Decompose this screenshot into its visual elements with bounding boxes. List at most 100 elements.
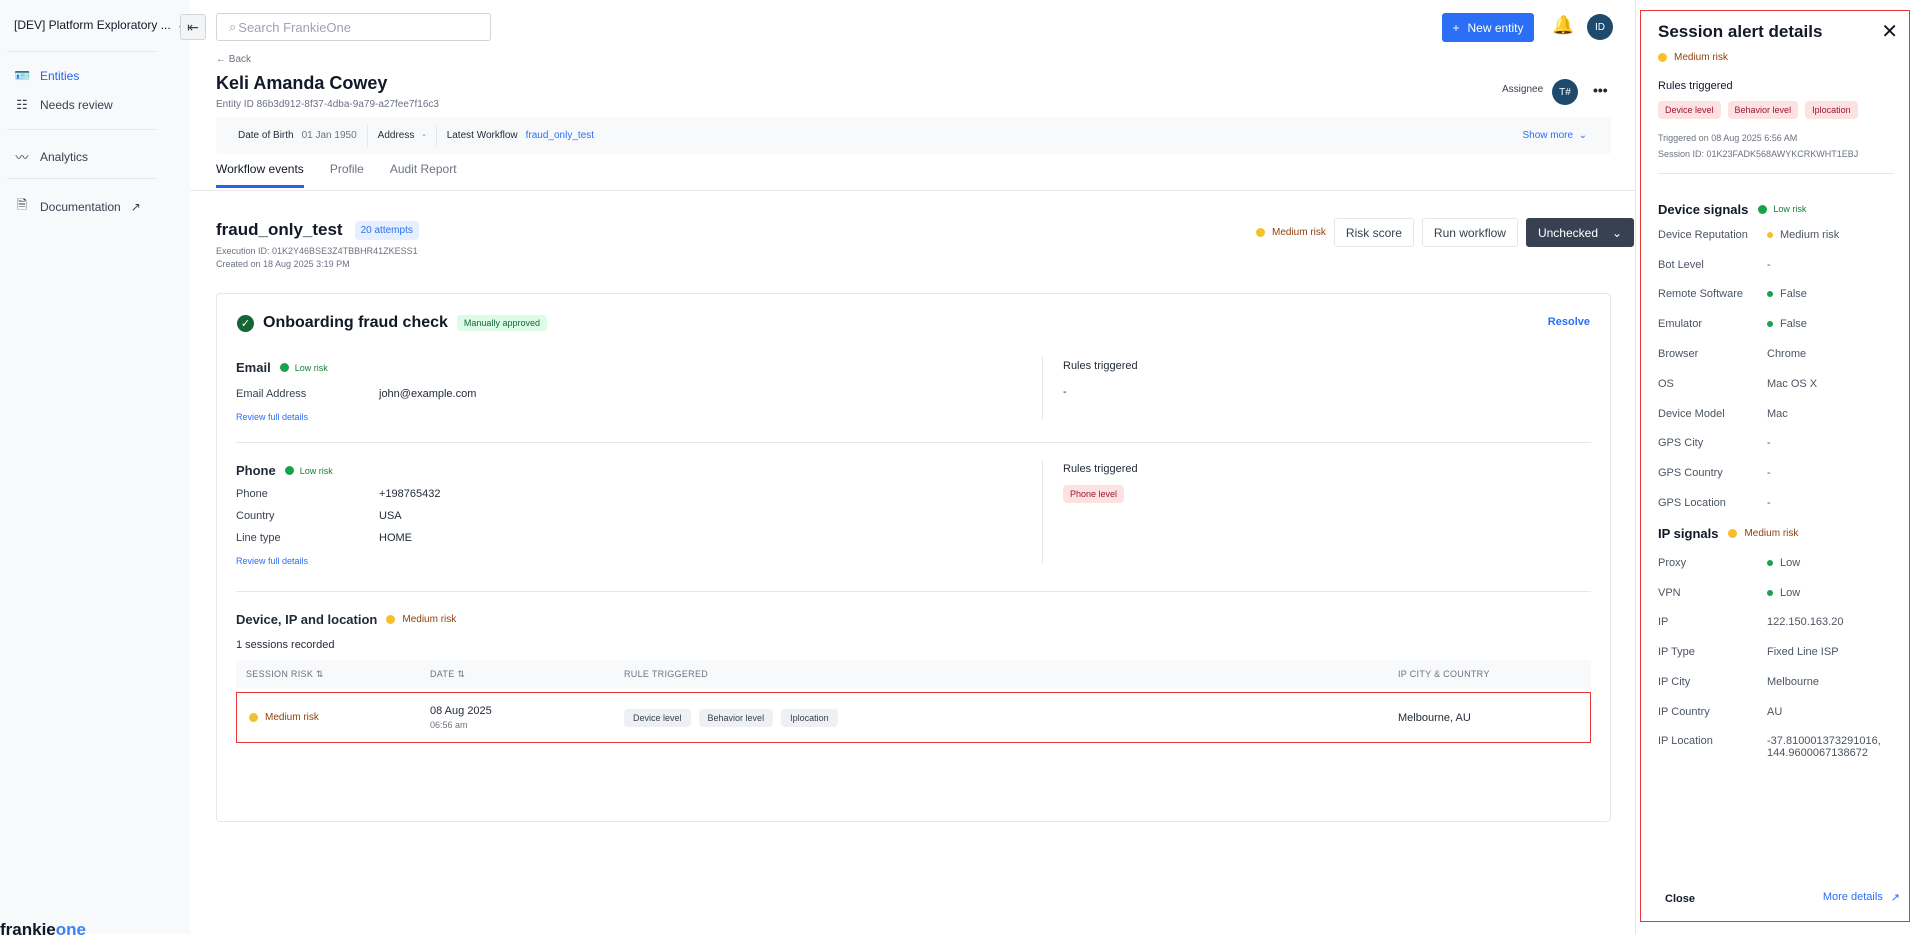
back-link[interactable]: ← Back (216, 54, 252, 65)
run-workflow-button[interactable]: Run workflow (1421, 218, 1518, 247)
workspace-selector[interactable]: [DEV] Platform Exploratory ...⌄ (14, 18, 187, 32)
triggered-time: Triggered on 08 Aug 2025 6:56 AM (1658, 133, 1798, 143)
signal-label: OS (1658, 377, 1674, 390)
risk-score-button[interactable]: Risk score (1333, 218, 1414, 247)
medium-risk-dot-icon (1658, 53, 1667, 62)
assignee-avatar[interactable]: T# (1552, 79, 1578, 105)
workflow-label: Latest Workflow (446, 130, 518, 141)
execution-id: Execution ID: 01K2Y46BSE3Z4TBBHR41ZKESS1 (216, 246, 418, 256)
user-avatar[interactable]: ID (1587, 14, 1613, 40)
signal-value: 122.150.163.20 (1767, 616, 1844, 629)
status-dropdown[interactable]: Unchecked ⌄ (1525, 218, 1635, 247)
signal-label: VPN (1658, 586, 1681, 599)
search-icon: ⌕ (229, 19, 237, 34)
signal-value: - (1767, 497, 1771, 510)
signal-value: AU (1767, 705, 1783, 718)
status-dot-icon (1767, 291, 1773, 298)
sidebar-item-label: Documentation (40, 200, 121, 214)
session-id: Session ID: 01K23FADK568AWYKCRKWHT1EBJ (1658, 149, 1859, 159)
signal-value: Low (1767, 557, 1800, 569)
sidebar-item-entities[interactable]: 🪪 Entities (14, 68, 79, 84)
column-date[interactable]: DATE ⇅ (430, 668, 466, 679)
workflow-link[interactable]: fraud_only_test (525, 130, 595, 141)
signal-value: - (1767, 437, 1771, 450)
close-button[interactable]: Close (1665, 893, 1695, 905)
review-details-link[interactable]: Review full details (236, 556, 309, 566)
signal-label: IP Type (1658, 646, 1695, 659)
entities-card-icon: 🪪 (14, 68, 31, 83)
created-date: Created on 18 Aug 2025 3:19 PM (216, 259, 350, 269)
email-label: Email Address (236, 388, 307, 400)
new-entity-button[interactable]: + New entity (1442, 13, 1534, 42)
column-session-risk[interactable]: SESSION RISK ⇅ (246, 668, 324, 679)
rule-tag: Behavior level (698, 708, 774, 727)
signal-label: Device Model (1658, 407, 1725, 420)
email-value: john@example.com (379, 388, 477, 400)
device-title: Device, IP and location (236, 612, 378, 627)
rule-tag: Device level (624, 708, 691, 727)
signal-label: Emulator (1658, 318, 1703, 331)
signal-label: IP City (1658, 676, 1691, 689)
signal-value: False (1767, 288, 1807, 300)
frankieone-logo: frankieone (0, 920, 86, 939)
external-link-icon: ↗ (130, 200, 141, 214)
review-details-link[interactable]: Review full details (236, 412, 309, 422)
signal-label: IP (1658, 616, 1669, 629)
search-input[interactable]: ⌕ Search FrankieOne (216, 13, 491, 41)
needs-review-icon: ☷ (16, 97, 28, 112)
resolve-button[interactable]: Resolve (1547, 316, 1590, 328)
rules-title: Rules triggered (1658, 80, 1733, 92)
column-rule-triggered: RULE TRIGGERED (624, 669, 709, 679)
signal-value: - (1767, 258, 1771, 271)
sidebar-item-documentation[interactable]: 🗎 Documentation ↗ (14, 196, 141, 218)
divider (7, 129, 157, 130)
plus-icon: + (1452, 20, 1460, 35)
signal-value: False (1767, 318, 1807, 330)
email-risk: Low risk (279, 363, 328, 373)
signal-row: Remote Software False (1658, 280, 1894, 310)
sidebar-item-analytics[interactable]: 〰 Analytics (14, 147, 88, 166)
more-details-link[interactable]: More details ↗ (1822, 891, 1900, 904)
divider (236, 591, 1591, 592)
bell-icon[interactable]: 🔔 (1552, 15, 1575, 35)
dob-label: Date of Birth (238, 130, 294, 141)
phone-rules: Rules triggered Phone level (1063, 463, 1138, 503)
check-title: Onboarding fraud check (263, 314, 448, 331)
low-risk-dot-icon (284, 466, 294, 475)
signal-label: Device Reputation (1658, 228, 1748, 241)
tab-profile[interactable]: Profile (329, 162, 364, 176)
signal-value: Medium risk (1767, 229, 1839, 241)
signal-value: Low (1767, 587, 1800, 599)
entity-id: Entity ID 86b3d912-8f37-4dba-9a79-a27fee… (216, 99, 439, 110)
signal-row: Emulator False (1658, 309, 1894, 339)
session-rules: Device level Behavior level Iplocation (624, 708, 1398, 727)
workflow-risk: Medium risk (1256, 227, 1326, 238)
workflow-header: fraud_only_test 20 attempts (216, 220, 419, 240)
sidebar-item-needs-review[interactable]: ☷ Needs review (14, 97, 113, 113)
rule-tag: Behavior level (1727, 101, 1799, 119)
signal-value: Fixed Line ISP (1767, 646, 1839, 659)
tab-workflow-events[interactable]: Workflow events (216, 162, 304, 188)
more-options-icon[interactable]: ••• (1593, 82, 1608, 98)
collapse-sidebar-button[interactable]: ⇤ (180, 14, 206, 40)
signal-value: Mac OS X (1767, 377, 1818, 390)
signal-label: Bot Level (1658, 258, 1704, 271)
device-signals: Device signals Low risk Device Reputation… (1658, 198, 1894, 771)
tab-audit-report[interactable]: Audit Report (389, 162, 457, 176)
attempts-badge[interactable]: 20 attempts (354, 220, 419, 240)
signal-label: IP Country (1658, 705, 1710, 718)
sidebar-item-label: Entities (40, 69, 80, 83)
column-ip-location: IP CITY & COUNTRY (1398, 669, 1490, 679)
phone-risk: Low risk (284, 466, 333, 476)
rule-tag: Phone level (1063, 485, 1125, 503)
signal-row: IP Location -37.810001373291016, 144.9600… (1658, 727, 1894, 771)
show-more-button[interactable]: Show more ⌄ (1522, 130, 1587, 141)
divider (1042, 460, 1043, 564)
status-dot-icon (1767, 321, 1773, 328)
close-icon[interactable]: ✕ (1881, 21, 1898, 43)
main-content: ⌕ Search FrankieOne + New entity 🔔 ID ← Ba… (190, 0, 1636, 934)
workspace-name: [DEV] Platform Exploratory ... (14, 18, 171, 32)
table-row[interactable]: Medium risk 08 Aug 2025 06:56 am Device l… (236, 692, 1591, 743)
device-section: Device, IP and location Medium risk 1 ses… (236, 612, 1591, 651)
workflow-actions: Medium risk Risk score Run workflow Unch… (1256, 218, 1635, 247)
